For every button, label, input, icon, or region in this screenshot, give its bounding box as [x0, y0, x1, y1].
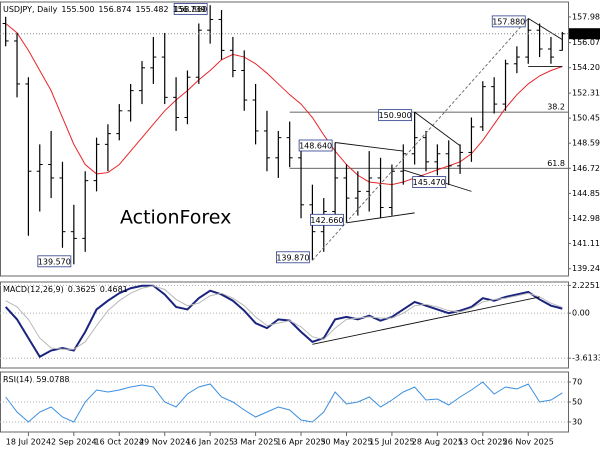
y-tick-label: 50 — [572, 398, 582, 407]
x-tick-label: 29 Nov 2024 — [139, 438, 190, 447]
header-value: 0.4681 — [100, 285, 128, 294]
trendline — [312, 296, 540, 345]
y-tick-label: 139.245 — [572, 264, 600, 273]
price-annotation: 148.640 — [298, 139, 333, 152]
header-value: 59.0788 — [36, 375, 69, 384]
panel-header: RSI(14) 59.0788 — [3, 375, 70, 384]
y-tick-label: 150.455 — [572, 114, 600, 123]
annotation-label: 150.900 — [379, 111, 412, 120]
y-tick-label: 2.2251 — [572, 281, 600, 290]
panel-header: USDJPY, Daily 155.500 156.874 155.482 156.73… — [3, 5, 206, 14]
price-annotation: 157.880 — [491, 15, 526, 28]
y-tick-label: 157.985 — [572, 12, 600, 21]
trendline — [312, 18, 529, 261]
current-price-label: 156.739 — [571, 30, 600, 39]
panel-frame — [0, 1, 569, 277]
header-value: 155.482 — [136, 5, 169, 14]
y-tick-label: 156.075 — [572, 38, 600, 47]
annotation-box — [378, 109, 413, 122]
annotation-label: 148.640 — [299, 141, 332, 150]
x-tick-label: 16 Oct 2024 — [95, 438, 144, 447]
y-tick-label: 142.985 — [572, 214, 600, 223]
y-tick-label: 154.205 — [572, 63, 600, 72]
x-tick-label: 15 Jul 2025 — [369, 438, 414, 447]
header-value: 155.500 — [61, 5, 94, 14]
y-tick-label: 141.115 — [572, 239, 600, 248]
series-line — [5, 381, 563, 423]
annotation-box — [275, 251, 310, 264]
series-line — [4, 284, 563, 359]
series-line — [5, 23, 563, 186]
panel-frame — [0, 281, 569, 369]
annotation-box — [491, 15, 526, 28]
y-tick-label: 0.00 — [572, 309, 590, 318]
x-tick-label: 2 Sep 2024 — [51, 438, 97, 447]
header-title: MACD(12,26,9) — [3, 285, 64, 294]
annotation-label: 139.870 — [276, 253, 309, 262]
price-annotation: 150.900 — [378, 109, 413, 122]
y-tick-label: 152.315 — [572, 89, 600, 98]
price-annotation: 139.870 — [275, 251, 310, 264]
y-tick-label: 70 — [572, 378, 582, 387]
fib-label: 38.2 — [547, 103, 565, 112]
trendline — [346, 212, 415, 224]
y-tick-label: 144.850 — [572, 189, 600, 198]
price-annotation: 142.660 — [310, 213, 344, 226]
trendline — [414, 111, 461, 147]
x-tick-label: 18 Jul 2024 — [6, 438, 51, 447]
annotation-label: 142.660 — [310, 216, 343, 225]
y-tick-label: 146.720 — [572, 164, 600, 173]
header-value: 156.739 — [173, 5, 206, 14]
annotation-box — [173, 3, 208, 15]
annotation-label: 139.570 — [38, 257, 71, 266]
annotation-label: 158.860 — [174, 5, 207, 14]
annotation-label: 145.470 — [413, 178, 446, 187]
y-tick-label: 148.590 — [572, 139, 600, 148]
x-tick-label: 13 Oct 2025 — [458, 438, 507, 447]
x-tick-label: 3 Mar 2025 — [233, 438, 279, 447]
annotation-box — [37, 255, 72, 268]
header-title: RSI(14) — [3, 375, 32, 384]
annotation-box — [412, 176, 447, 188]
x-tick-label: 16 Jan 2025 — [186, 438, 234, 447]
header-value: 0.3625 — [68, 285, 96, 294]
price-annotation: 145.470 — [412, 176, 447, 188]
panel-header: MACD(12,26,9) 0.3625 0.4681 — [3, 285, 128, 294]
watermark: ActionForex — [120, 207, 231, 229]
price-annotation: 158.860 — [173, 3, 208, 15]
x-tick-label: 30 May 2025 — [320, 438, 372, 447]
trendline — [528, 18, 563, 40]
fib-label: 61.8 — [547, 159, 565, 168]
series-line — [5, 285, 563, 350]
header-title: USDJPY, Daily — [3, 5, 58, 14]
annotation-box — [298, 139, 333, 152]
price-annotation: 139.570 — [37, 255, 72, 268]
trendline — [335, 142, 404, 152]
x-tick-label: 28 Aug 2025 — [412, 438, 463, 447]
y-tick-label: 30 — [572, 418, 582, 427]
annotation-box — [310, 213, 344, 226]
current-price-box — [569, 28, 600, 40]
header-value: 156.874 — [98, 5, 131, 14]
annotation-label: 157.880 — [492, 17, 525, 26]
y-tick-label: -3.6133 — [572, 354, 600, 363]
x-tick-label: 26 Nov 2025 — [503, 438, 554, 447]
x-tick-label: 16 Apr 2025 — [276, 438, 325, 447]
